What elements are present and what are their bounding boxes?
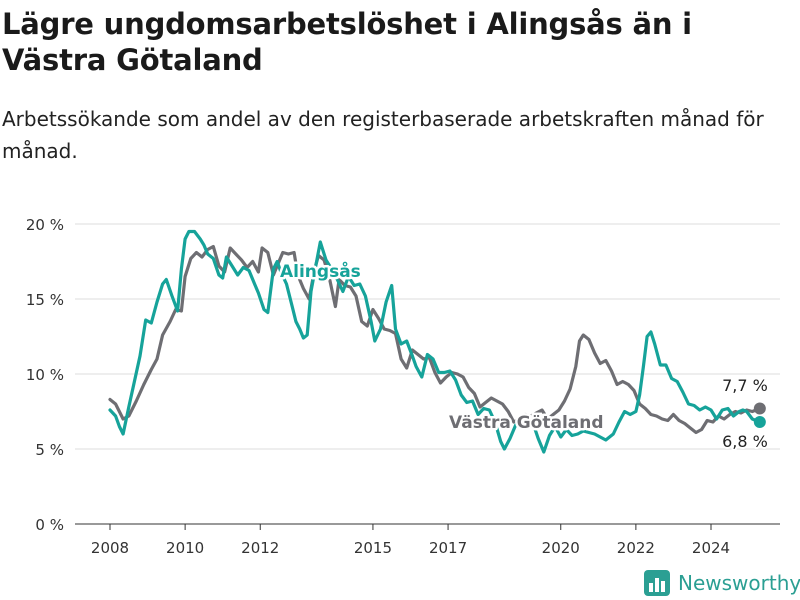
series-end-point bbox=[753, 416, 766, 428]
y-grid bbox=[75, 223, 780, 450]
brand-logo: Newsworthy bbox=[644, 568, 800, 598]
series-name-label: Alingsås bbox=[280, 260, 361, 282]
end-value-label: 6,8 % bbox=[722, 432, 768, 451]
x-axis: 2008 2010 2012 2015 2017 2020 2022 2024 bbox=[75, 523, 780, 557]
series-lines bbox=[108, 229, 766, 454]
x-tick-label: 2010 bbox=[166, 539, 204, 557]
x-tick-label: 2022 bbox=[617, 539, 655, 557]
y-tick-label: 15 % bbox=[26, 291, 64, 309]
y-tick-label: 5 % bbox=[35, 441, 64, 459]
x-tick-label: 2008 bbox=[91, 539, 129, 557]
y-tick-label: 20 % bbox=[26, 216, 64, 234]
x-tick-label: 2015 bbox=[354, 539, 392, 557]
chart-subtitle: Arbetssökande som andel av den registerb… bbox=[2, 107, 764, 163]
series-line-0 bbox=[108, 244, 762, 435]
end-value-label: 7,7 % bbox=[722, 376, 768, 395]
y-tick-label: 0 % bbox=[35, 516, 64, 534]
x-tick-label: 2017 bbox=[429, 539, 467, 557]
x-tick-label: 2024 bbox=[692, 539, 730, 557]
y-tick-label: 10 % bbox=[26, 366, 64, 384]
x-tick-label: 2020 bbox=[542, 539, 580, 557]
series-name-label: Västra Götaland bbox=[449, 413, 604, 433]
series-line-1 bbox=[108, 229, 762, 454]
series-end-point bbox=[753, 402, 766, 415]
x-tick-label: 2012 bbox=[241, 539, 279, 557]
bar-chart-icon bbox=[644, 570, 670, 596]
series-labels: Alingsås Västra Götaland 7,7 % 6,8 % bbox=[278, 258, 770, 454]
chart-title: Lägre ungdomsarbetslöshet i Alingsås än … bbox=[2, 7, 692, 77]
y-tick-labels: 0 % 5 % 10 % 15 % 20 % bbox=[26, 216, 64, 534]
brand-name: Newsworthy bbox=[678, 571, 800, 595]
